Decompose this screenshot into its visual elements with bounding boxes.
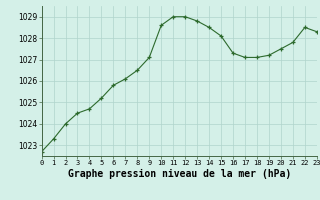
X-axis label: Graphe pression niveau de la mer (hPa): Graphe pression niveau de la mer (hPa) bbox=[68, 169, 291, 179]
